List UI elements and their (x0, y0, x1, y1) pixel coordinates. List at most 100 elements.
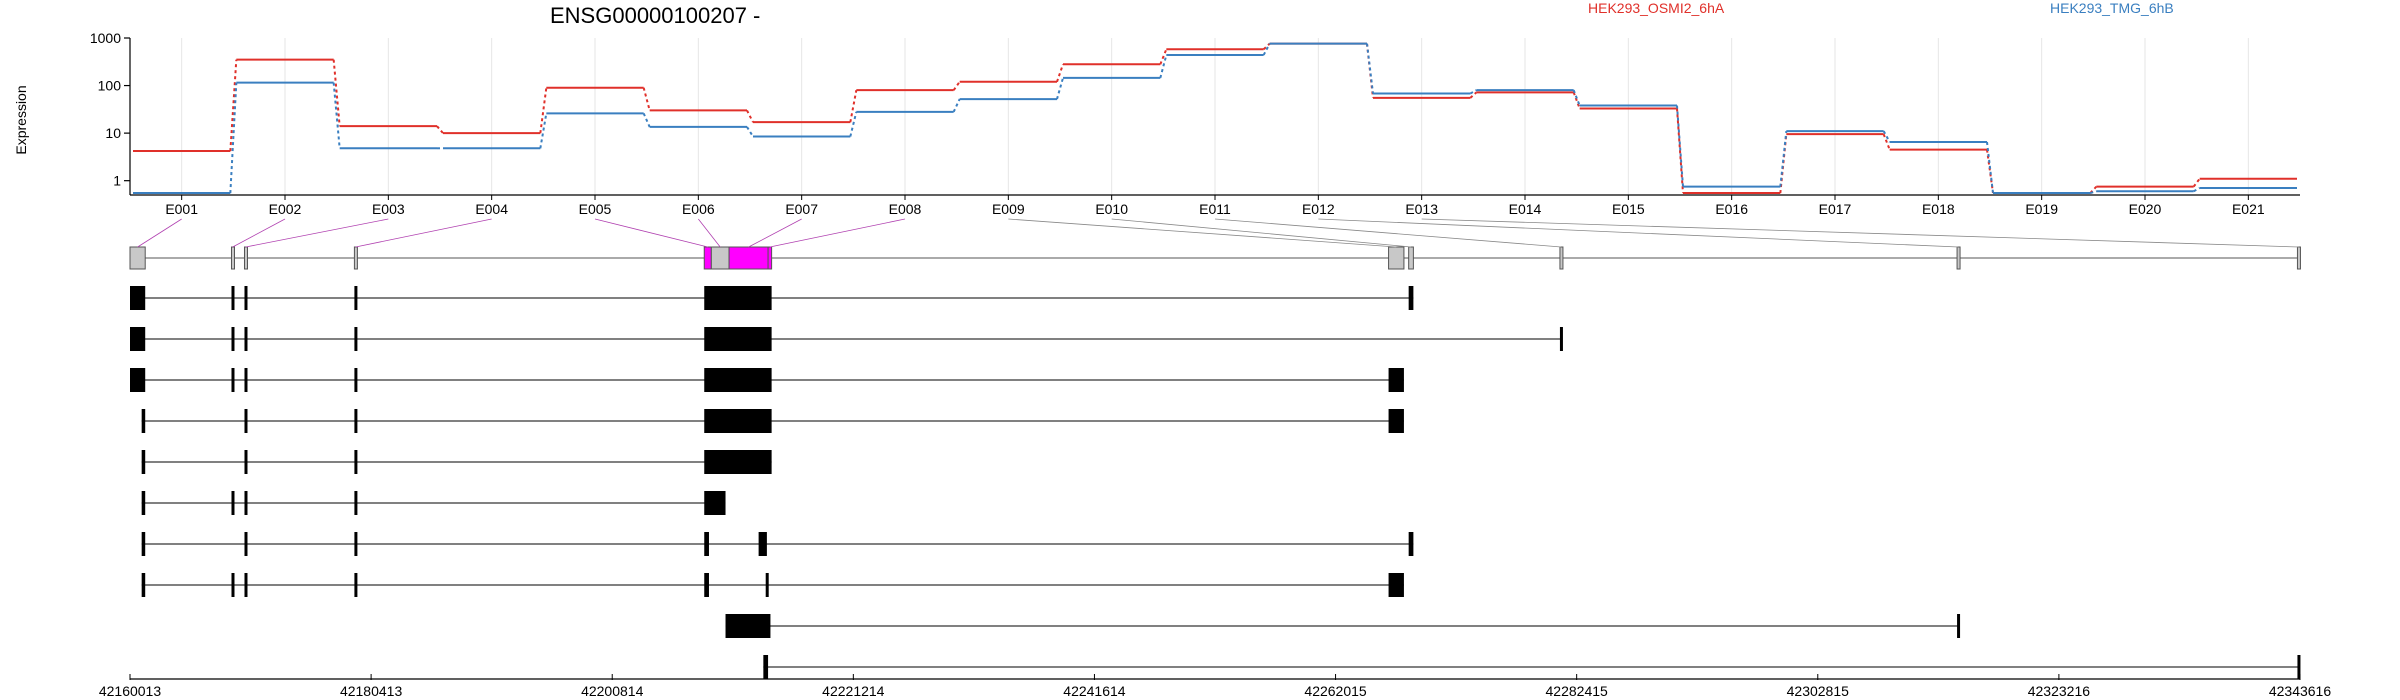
legend-item-tmg: HEK293_TMG_6hB (2050, 0, 2174, 16)
transcript-exon (354, 573, 358, 597)
y-tick-label: 10 (105, 125, 121, 141)
exon-bin (353, 246, 358, 270)
exon-label: E021 (2232, 201, 2265, 217)
exon-map-line (1318, 218, 1959, 248)
transcript-exon (758, 532, 767, 556)
series-1-connector (642, 87, 651, 111)
transcript-exon (141, 409, 146, 433)
exon-map-line (245, 218, 389, 248)
transcript-exon (763, 655, 769, 679)
y-axis-label: Expression (13, 85, 29, 154)
exon-label: E007 (785, 201, 818, 217)
exon-label: E020 (2129, 201, 2162, 217)
exon-bin (2296, 246, 2301, 270)
transcript-exon (2297, 655, 2301, 679)
transcript-exon (354, 491, 358, 515)
transcript-exon (704, 532, 709, 556)
exon-map-line (137, 218, 182, 248)
exon-map-line (594, 218, 708, 248)
exon-map-line (1214, 218, 1562, 248)
series-1-connector (952, 81, 961, 91)
exon-bin (1956, 246, 1961, 270)
exon-bin (710, 246, 730, 270)
series-1-connector (539, 87, 548, 134)
transcript-exon (704, 450, 772, 474)
transcript-exon (244, 573, 248, 597)
genome-tick-label: 42302815 (1787, 683, 1850, 699)
exon-label: E013 (1405, 201, 1438, 217)
series-2-connector (2193, 187, 2201, 193)
series-1-connector (1882, 133, 1891, 150)
transcript-exon (244, 450, 248, 474)
transcript-exon (244, 368, 248, 392)
series-2-connector (1262, 43, 1271, 56)
exon-label: E001 (165, 201, 198, 217)
series-2-connector (229, 82, 238, 194)
exon-label: E018 (1922, 201, 1955, 217)
series-1-connector (1469, 91, 1478, 99)
transcript-exon (244, 532, 248, 556)
series-2-connector (746, 126, 754, 138)
exon-label: E006 (682, 201, 715, 217)
series-2-connector (1676, 105, 1684, 187)
exon-label: E005 (579, 201, 612, 217)
legend-item-osmi2: HEK293_OSMI2_6hA (1588, 0, 1725, 16)
transcript-exon (354, 368, 358, 392)
transcript-exon (130, 368, 146, 392)
exon-bin (703, 246, 712, 270)
exon-label: E014 (1509, 201, 1542, 217)
transcript-exon (244, 409, 248, 433)
transcript-exon (1408, 286, 1414, 310)
exon-label: E009 (992, 201, 1025, 217)
exon-map-line (748, 218, 802, 248)
genome-tick-label: 42343616 (2269, 683, 2332, 699)
series-2-connector (1882, 130, 1891, 143)
exon-label: E002 (269, 201, 302, 217)
exon-bin (1408, 246, 1414, 270)
transcript-exon (1388, 409, 1404, 433)
series-1-connector (746, 109, 754, 123)
y-tick-label: 1 (113, 173, 121, 189)
series-2-connector (849, 111, 858, 137)
gene-model: 42160013 42180413 42200814 42221214 42241614… (99, 218, 2332, 699)
exon-map-line (769, 218, 906, 248)
transcript-exon (1388, 573, 1404, 597)
series-1-connector (1676, 108, 1684, 194)
exon-label: E004 (475, 201, 508, 217)
series-2-connector (1366, 43, 1374, 94)
transcript-exon (1408, 532, 1414, 556)
transcript-exon (765, 573, 769, 597)
exon-bin (129, 246, 146, 270)
y-tick-label: 100 (98, 78, 122, 94)
transcript-exon (231, 573, 235, 597)
transcript-exon (704, 327, 772, 351)
transcript-exon (141, 450, 146, 474)
transcript-exon (231, 368, 235, 392)
exon-label: E016 (1715, 201, 1748, 217)
transcript-exon (725, 614, 771, 638)
series-2-connector (1159, 54, 1168, 79)
transcript-exon (141, 491, 146, 515)
series-1-connector (2192, 178, 2201, 188)
exon-bin (1559, 246, 1564, 270)
transcript-exon (1957, 614, 1961, 638)
exon-label: E010 (1095, 201, 1128, 217)
transcript-exon (231, 491, 235, 515)
series-2-connector (1572, 89, 1581, 106)
transcript-exon (704, 368, 772, 392)
series-2-connector (332, 82, 341, 149)
series-1-connector (332, 59, 341, 127)
exon-bin (728, 246, 769, 270)
transcript-exon (141, 532, 146, 556)
transcript-exon (354, 450, 358, 474)
transcript-exon (244, 327, 248, 351)
exon-bin (1388, 246, 1405, 270)
exon-label: E008 (889, 201, 922, 217)
exon-label: E015 (1612, 201, 1645, 217)
transcript-exon (354, 532, 358, 556)
series-2-connector (1986, 141, 1994, 194)
series-2-connector (642, 112, 651, 128)
transcript-exon (1559, 327, 1563, 351)
exon-map-line (1008, 218, 1397, 248)
